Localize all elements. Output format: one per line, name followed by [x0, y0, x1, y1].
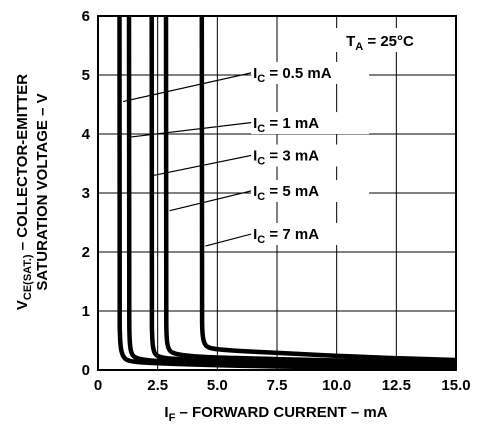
y-axis-title: VCE(SAT.) – COLLECTOR-EMITTER SATURATION…	[14, 74, 51, 310]
x-axis-title: IF – FORWARD CURRENT – mA	[164, 404, 387, 424]
y-axis-title-line1: VCE(SAT.) – COLLECTOR-EMITTER	[14, 74, 34, 310]
series-label-bg	[251, 144, 370, 167]
series-label-bg	[251, 223, 370, 246]
x-tick-label: 5.0	[207, 377, 228, 394]
series-label-bg	[251, 179, 370, 202]
series-layer	[117, 15, 457, 372]
series-label-leader	[153, 153, 256, 176]
plot-border	[97, 15, 457, 371]
series-line-3	[163, 15, 457, 365]
y-tick-label: 0	[82, 362, 90, 379]
series-line-4	[199, 15, 457, 363]
y-tick-label: 4	[82, 126, 91, 143]
x-tick-label: 2.5	[147, 377, 168, 394]
x-tick-label: 15.0	[441, 377, 470, 394]
series-line-2	[149, 15, 457, 367]
series-label: IC = 7 mA	[253, 226, 319, 246]
series-label-bg	[251, 61, 370, 84]
series-label: IC = 1 mA	[253, 115, 319, 135]
y-tick-label: 6	[82, 8, 90, 25]
y-axis-title-line2: SATURATION VOLTAGE – V	[34, 93, 51, 290]
series-label: IC = 3 mA	[253, 148, 319, 168]
series-label-leader	[122, 71, 256, 103]
series-label: IC = 5 mA	[253, 183, 319, 203]
x-tick-label: 12.5	[382, 377, 411, 394]
x-tick-label: 10.0	[322, 377, 351, 394]
series-label-leader	[131, 121, 256, 138]
series-label-bg	[251, 112, 370, 135]
series-label-leader	[205, 232, 256, 247]
temperature-condition: TA = 25°C	[346, 33, 414, 53]
y-tick-label: 5	[82, 67, 90, 84]
y-tick-label: 3	[82, 185, 90, 202]
series-label: IC = 0.5 mA	[253, 65, 332, 85]
ticks: 0 2.5 5.0 7.5 10.0 12.5 15.0 0 1 2 3 4 5 6	[82, 8, 471, 394]
x-tick-label: 0	[94, 377, 102, 394]
x-tick-label: 7.5	[267, 377, 288, 394]
annotations: IC = 0.5 mA IC = 1 mA IC = 3 mA IC = 5 mA IC…	[122, 61, 370, 247]
series-line-1	[126, 15, 457, 370]
y-tick-label: 2	[82, 244, 90, 261]
y-tick-label: 1	[82, 303, 90, 320]
plot-frame	[97, 15, 457, 371]
temperature-condition-bg	[335, 28, 433, 52]
series-label-leader	[169, 189, 256, 212]
